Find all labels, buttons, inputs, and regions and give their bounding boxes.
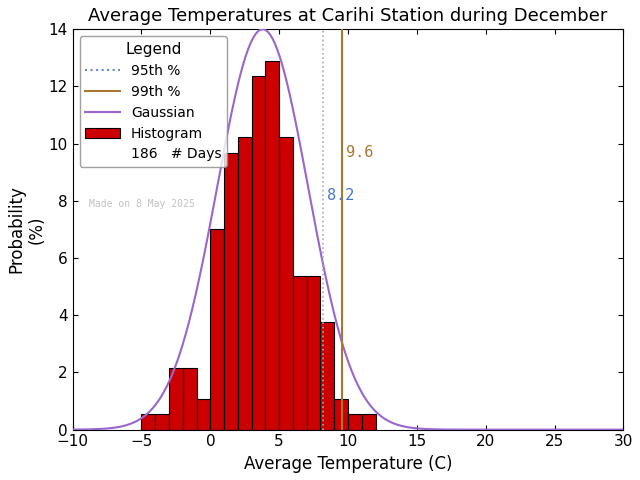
Bar <box>156 414 169 430</box>
Bar <box>348 414 362 430</box>
Legend: 95th %, 99th %, Gaussian, Histogram, 186   # Days: 95th %, 99th %, Gaussian, Histogram, 186… <box>79 36 227 167</box>
Bar <box>224 153 238 430</box>
Bar <box>266 61 279 430</box>
Text: 9.6: 9.6 <box>346 145 373 160</box>
X-axis label: Average Temperature (C): Average Temperature (C) <box>244 455 452 473</box>
Bar <box>307 276 321 430</box>
Bar <box>362 414 376 430</box>
Bar <box>169 368 183 430</box>
Text: 8.2: 8.2 <box>326 188 354 203</box>
Bar <box>141 414 156 430</box>
Bar <box>293 276 307 430</box>
Bar <box>183 368 196 430</box>
Bar <box>279 137 293 430</box>
Bar <box>238 137 252 430</box>
Bar <box>211 229 224 430</box>
Bar <box>196 399 211 430</box>
Y-axis label: Probability
(%): Probability (%) <box>7 186 45 274</box>
Title: Average Temperatures at Carihi Station during December: Average Temperatures at Carihi Station d… <box>88 7 608 25</box>
Bar <box>321 322 334 430</box>
Bar <box>252 76 266 430</box>
Text: Made on 8 May 2025: Made on 8 May 2025 <box>89 199 195 209</box>
Bar <box>334 399 348 430</box>
